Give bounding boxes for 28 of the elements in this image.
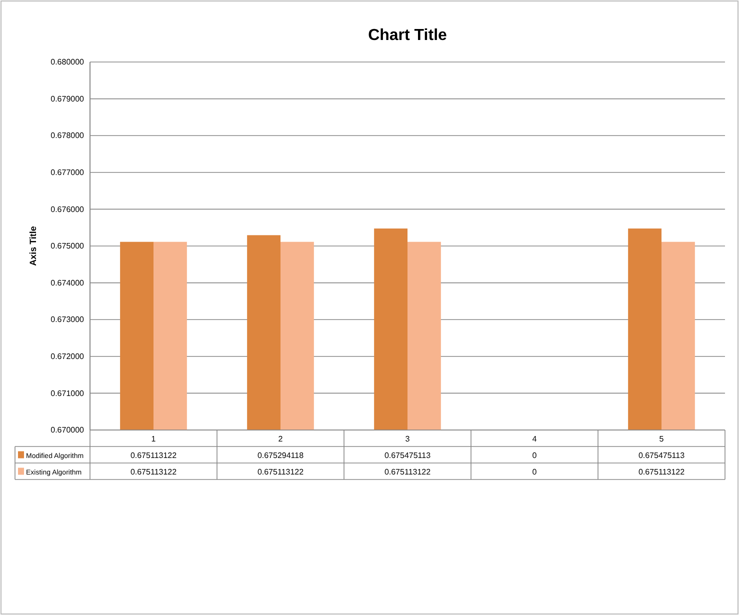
y-tick-label: 0.670000	[50, 426, 85, 435]
y-tick-label: 0.671000	[50, 388, 85, 398]
y-tick-label: 0.679000	[50, 94, 85, 104]
data-label: 0.675113122	[130, 467, 178, 476]
y-tick-label: 0.675000	[50, 242, 85, 251]
y-tick-label: 0.672000	[50, 352, 85, 361]
data-label: 0.675113122	[257, 467, 304, 476]
data-label: 0.675475113	[384, 450, 432, 460]
x-tick-label: 4	[532, 434, 538, 444]
x-tick-label: 1	[151, 434, 156, 444]
y-tick-label: 0.673000	[50, 315, 85, 324]
chart-title: Chart Title	[368, 27, 448, 44]
y-axis-title: Axis Title	[28, 226, 38, 266]
y-tick-label: 0.677000	[50, 168, 85, 177]
text: 0	[532, 467, 537, 476]
x-tick-label: 5	[659, 434, 664, 444]
data-label: 0.675113122	[130, 450, 178, 460]
data-label: 0.675475113	[638, 450, 686, 460]
text: 0	[532, 450, 537, 460]
y-tick-label: 0.676000	[50, 204, 85, 214]
x-tick-label: 3	[405, 434, 410, 444]
y-tick-label: 0.674000	[50, 278, 85, 288]
data-label: 0.675113122	[384, 467, 432, 476]
x-tick-label: 2	[278, 434, 284, 444]
data-label: 0.675113122	[638, 467, 686, 476]
y-tick-label: 0.680000	[50, 58, 85, 67]
data-label: 0.675294118	[257, 450, 304, 460]
y-tick-label: 0.678000	[50, 131, 85, 140]
